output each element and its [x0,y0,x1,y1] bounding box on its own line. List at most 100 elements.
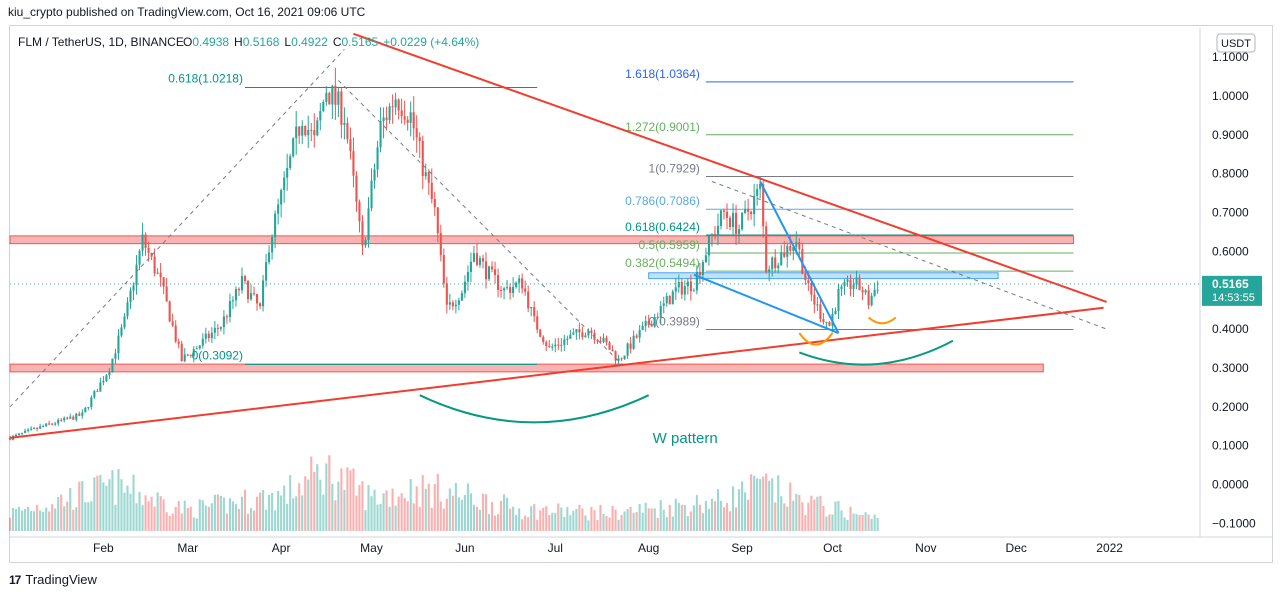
candle-body [367,208,370,240]
candle-body [789,245,792,251]
candle-body [451,302,454,307]
candle-body [825,321,828,323]
y-tick-label: 0.9000 [1212,128,1249,142]
candle-body [870,295,873,306]
volume-bar [677,502,680,531]
volume-bar [222,497,225,531]
fib-level-label: 0(0.3092) [192,348,243,362]
candle-body [530,307,533,309]
fib-layer: 1.618(1.0364) 1.272(0.9001) 1(0.7929) 0.786… [168,67,1074,365]
volume-bar [271,492,274,531]
volume-bar [418,506,421,531]
volume-bar [117,469,120,531]
candle-body [683,286,686,295]
candle-body [792,247,795,251]
volume-bar [237,509,241,531]
volume-bar [14,509,18,531]
volume-bar [397,496,400,531]
volume-bar [801,502,804,531]
volume-bar [650,508,653,531]
candle-body [180,343,183,362]
volume-bar [641,512,644,531]
volume-bar [728,511,732,531]
candle-body [849,279,852,290]
volume-bar [298,483,301,531]
volume-bar [144,495,147,531]
volume-bar [638,504,641,531]
volume-bar [69,487,72,531]
candle-body [102,380,105,383]
volume-bar [602,514,605,531]
candle-body [51,423,54,425]
volume-bar [228,498,231,531]
volume-bar [665,517,668,531]
tradingview-logo[interactable]: 17 TradingView [9,572,97,587]
y-tick-label: 0.1000 [1212,439,1249,453]
candle-body [415,128,418,138]
candle-body [674,287,677,292]
candle-body [783,252,786,257]
volume-bar [90,501,93,531]
candle-body [626,343,629,356]
candle-body [177,341,180,344]
tradingview-wordmark: TradingView [25,572,97,587]
candle-body [804,273,807,281]
volume-bar [463,494,466,531]
volume-bar [63,506,66,531]
candle-body [129,290,132,303]
volume-bar [614,509,617,531]
candle-body [632,335,635,349]
volume-bar [840,510,843,531]
candle-body [430,182,433,200]
candle-body [36,427,39,429]
candle-body [810,283,813,295]
candle-body [680,282,683,295]
volume-bar [376,504,379,531]
legend-low-label: L [284,35,291,49]
volume-bar [201,500,204,531]
candle-body [135,264,138,286]
candle-body [741,212,744,230]
volume-bar [466,483,469,531]
volume-bar [596,520,599,531]
volume-bar [566,507,569,531]
candle-body [96,391,99,393]
volume-bar [198,499,201,531]
drawings-layer [9,32,1200,439]
candle-body [403,116,406,120]
volume-bar [352,468,355,531]
volume-bar [147,501,150,531]
volume-bar [783,503,786,531]
candle-body [725,211,729,218]
candle-body [463,281,466,294]
volume-bar [831,514,834,531]
tradingview-icon: 17 [9,572,21,587]
volume-bar [382,493,385,531]
candle-body [587,330,590,336]
volume-bar [283,485,286,531]
candle-body [219,327,222,329]
candle-body [84,407,87,413]
volume-bar [240,496,244,531]
candle-body [780,252,783,266]
volume-bar [123,492,126,531]
candle-body [237,289,241,291]
y-tick-label: 0.0000 [1212,478,1249,492]
volume-bar [719,500,723,531]
candle-body [734,213,738,234]
candle-body [599,341,602,343]
volume-bar [349,470,352,531]
volume-bar [75,507,78,531]
volume-bar [355,495,358,531]
fib-level-label: 0.5(0.5959) [639,238,700,252]
volume-bar [590,506,593,531]
candle-body [722,210,726,212]
volume-bar [313,471,316,531]
candle-body [289,156,292,169]
volume-bar [325,463,328,531]
y-axis: 1.10001.00000.90000.80000.70000.60000.50… [1199,28,1256,537]
currency-badge[interactable]: USDT [1216,33,1256,53]
volume-bar [51,504,54,531]
candle-body [427,172,430,183]
